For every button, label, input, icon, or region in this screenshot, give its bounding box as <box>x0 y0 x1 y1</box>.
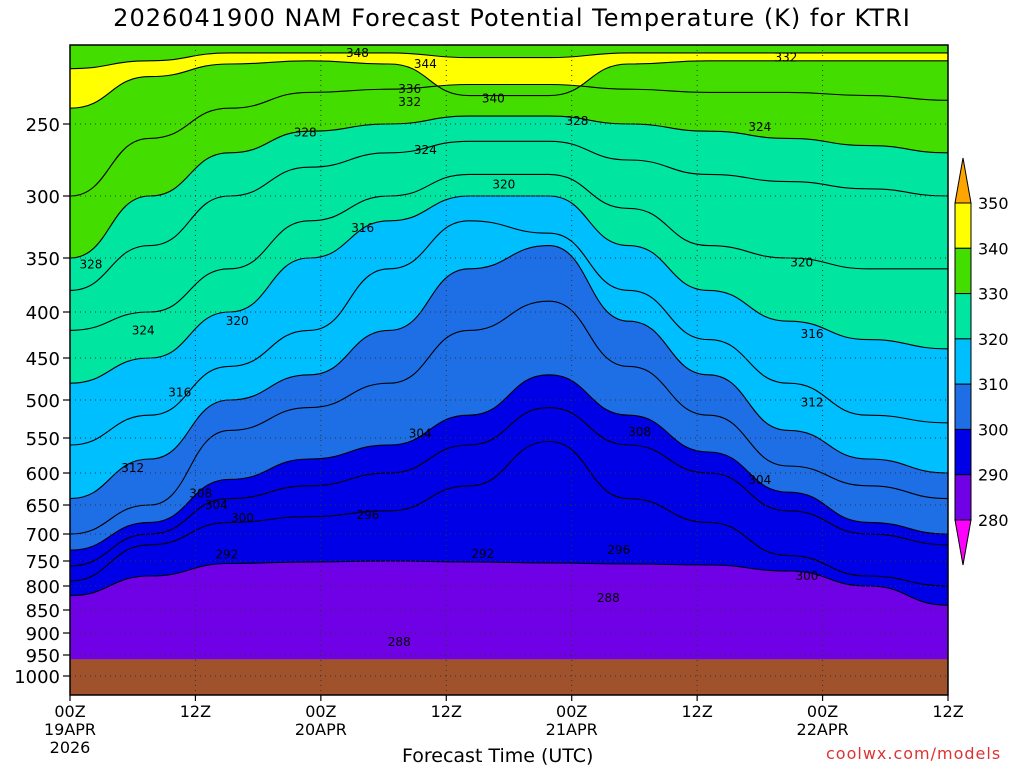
y-tick-label: 350 <box>26 249 60 270</box>
contour-label: 324 <box>748 120 771 134</box>
chart-title: 2026041900 NAM Forecast Potential Temper… <box>113 4 911 32</box>
contour-label: 324 <box>132 323 155 337</box>
contour-label: 316 <box>801 327 824 341</box>
colorbar-segment <box>954 383 972 430</box>
contour-label: 304 <box>748 473 771 487</box>
contour-label: 312 <box>801 395 824 409</box>
x-tick-date: 22APR <box>797 720 849 739</box>
isentrope-line-328 <box>69 115 949 259</box>
y-tick-label: 1000 <box>14 667 60 688</box>
contour-label: 320 <box>492 177 515 191</box>
contour-label: 304 <box>409 426 432 440</box>
contour-label: 344 <box>414 57 437 71</box>
isentrope-line-300 <box>69 374 949 551</box>
isentrope-line-312 <box>69 220 949 446</box>
x-tick-label: 00Z <box>556 702 587 721</box>
x-tick-label: 12Z <box>431 702 462 721</box>
isentrope-line-296 <box>69 407 949 567</box>
y-tick-label: 500 <box>26 391 60 412</box>
isentrope-line-332 <box>69 83 949 197</box>
contour-label: 300 <box>231 511 254 525</box>
x-axis-label: Forecast Time (UTC) <box>402 745 594 767</box>
contour-label: 332 <box>398 95 421 109</box>
ground-fill <box>70 659 948 695</box>
colorbar-segment <box>954 474 972 521</box>
isentrope-line-324 <box>69 140 949 291</box>
y-tick-label: 800 <box>26 577 60 598</box>
colorbar-label: 320 <box>978 330 1009 349</box>
colorbar-label: 290 <box>978 466 1009 485</box>
colorbar-label: 300 <box>978 420 1009 439</box>
contour-label: 336 <box>398 82 421 96</box>
colorbar-label: 330 <box>978 285 1009 304</box>
x-tick-year: 2026 <box>50 738 91 757</box>
isentrope-line-288 <box>69 560 949 606</box>
x-tick-date: 20APR <box>295 720 347 739</box>
colorbar-arrow-bottom <box>954 519 972 566</box>
contour-label: 320 <box>226 314 249 328</box>
colorbar-label: 350 <box>978 194 1009 213</box>
contour-label: 324 <box>414 143 437 157</box>
x-tick-label: 00Z <box>305 702 336 721</box>
colorbar-label: 340 <box>978 239 1009 258</box>
contour-label: 296 <box>607 543 630 557</box>
y-tick-label: 950 <box>26 646 60 667</box>
x-tick-label: 12Z <box>180 702 211 721</box>
colorbar-segment <box>954 293 972 340</box>
isentrope-line-340 <box>69 60 948 109</box>
x-tick-label: 12Z <box>681 702 712 721</box>
contour-label: 316 <box>168 385 191 399</box>
contour-label: 300 <box>795 569 818 583</box>
x-tick-label: 12Z <box>932 702 963 721</box>
y-tick-label: 300 <box>26 187 60 208</box>
contour-label: 340 <box>482 92 505 106</box>
y-tick-label: 700 <box>26 525 60 546</box>
y-tick-label: 550 <box>26 429 60 450</box>
contour-label: 328 <box>294 126 317 140</box>
isentrope-line-348 <box>69 52 948 70</box>
contour-label: 348 <box>346 46 369 60</box>
x-tick-label: 00Z <box>54 702 85 721</box>
colorbar-arrow-top <box>954 157 972 204</box>
y-tick-label: 850 <box>26 601 60 622</box>
contour-label: 312 <box>121 461 144 475</box>
isentrope-line-320 <box>69 173 948 331</box>
isentrope-line-308 <box>69 245 949 500</box>
y-tick-label: 650 <box>26 496 60 517</box>
x-tick-date: 19APR <box>44 720 96 739</box>
contour-label: 292 <box>215 548 238 562</box>
contour-label: 288 <box>597 591 620 605</box>
y-tick-label: 900 <box>26 624 60 645</box>
colorbar-segment <box>954 428 972 476</box>
contour-label: 304 <box>205 498 228 512</box>
contour-label: 320 <box>790 255 813 269</box>
colorbar-label: 310 <box>978 375 1009 394</box>
contour-label: 308 <box>189 486 212 500</box>
isentrope-line-292 <box>69 440 949 587</box>
isentrope-line-304 <box>69 300 949 535</box>
isentrope-line-316 <box>69 195 949 384</box>
plot-frame <box>69 44 949 696</box>
contour-label: 296 <box>356 508 379 522</box>
y-tick-label: 400 <box>26 303 60 324</box>
contour-label: 288 <box>388 635 411 649</box>
colorbar-segment <box>954 202 972 249</box>
y-tick-label: 450 <box>26 349 60 370</box>
contour-label: 332 <box>775 51 798 65</box>
colorbar-segment <box>954 247 972 295</box>
x-tick-date: 21APR <box>546 720 598 739</box>
contour-label: 308 <box>628 425 651 439</box>
colorbar-segment <box>954 338 972 385</box>
y-tick-label: 750 <box>26 552 60 573</box>
colorbar-label: 280 <box>978 511 1009 530</box>
contour-label: 316 <box>351 221 374 235</box>
contour-label: 328 <box>565 114 588 128</box>
contour-label: 292 <box>471 547 494 561</box>
credit-link[interactable]: coolwx.com/models <box>826 744 1002 763</box>
contour-label: 328 <box>79 257 102 271</box>
x-tick-label: 00Z <box>807 702 838 721</box>
y-tick-label: 600 <box>26 464 60 485</box>
y-tick-label: 250 <box>26 115 60 136</box>
